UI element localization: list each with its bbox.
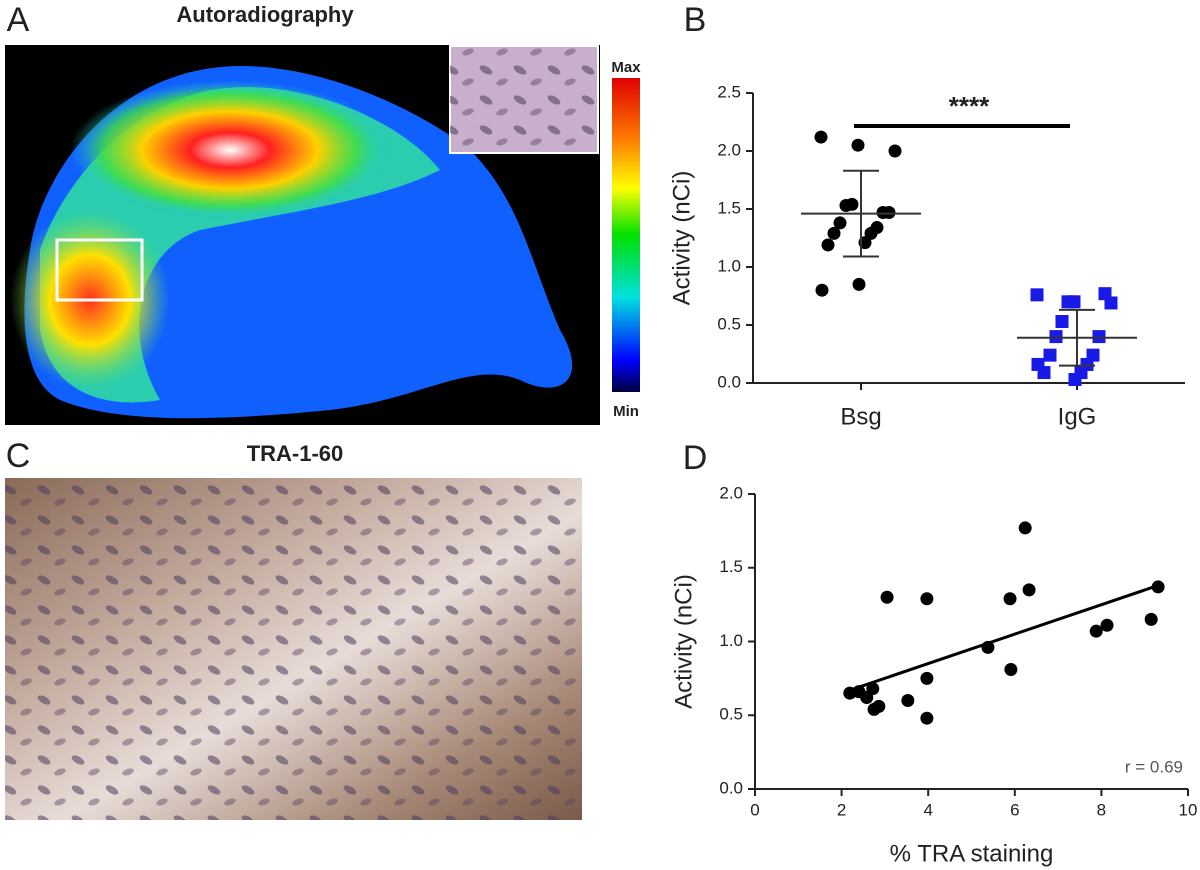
data-point xyxy=(1055,315,1069,329)
data-point xyxy=(1061,295,1075,309)
data-point xyxy=(1089,624,1103,638)
y-tick-label: 0.5 xyxy=(717,314,741,333)
data-point xyxy=(920,671,934,685)
data-point xyxy=(1100,618,1114,632)
data-point xyxy=(920,711,934,725)
y-tick-label: 2.0 xyxy=(717,140,741,159)
panel-title: Autoradiography xyxy=(176,2,354,27)
data-point xyxy=(888,144,902,158)
data-point xyxy=(920,592,934,606)
fit-line xyxy=(849,584,1159,692)
data-point xyxy=(827,226,841,240)
data-point xyxy=(1049,330,1063,344)
data-point xyxy=(839,199,853,213)
panel-label: C xyxy=(6,437,31,475)
data-point xyxy=(880,590,894,604)
data-point xyxy=(866,682,880,696)
data-point xyxy=(851,138,865,152)
y-tick-label: 0.5 xyxy=(719,705,743,724)
roi-box xyxy=(55,238,144,302)
data-point xyxy=(815,283,829,297)
y-tick-label: 1.5 xyxy=(717,198,741,217)
y-axis-label: Activity (nCi) xyxy=(670,574,697,709)
data-point xyxy=(821,238,835,252)
x-tick-label: 8 xyxy=(1097,800,1106,819)
data-point xyxy=(864,226,878,240)
y-axis-label: Activity (nCi) xyxy=(668,171,695,306)
colorbar-max: Max xyxy=(611,59,641,76)
data-point xyxy=(1018,521,1032,535)
data-point xyxy=(1098,287,1112,301)
data-point xyxy=(901,694,915,707)
colorbar-min: Min xyxy=(613,403,639,420)
y-tick-label: 1.0 xyxy=(719,631,743,650)
data-point xyxy=(1003,592,1017,606)
y-tick-label: 1.0 xyxy=(717,256,741,275)
y-tick-label: 2.5 xyxy=(717,82,741,101)
x-axis-label: % TRA staining xyxy=(890,840,1054,867)
y-tick-label: 1.5 xyxy=(719,557,743,576)
data-point xyxy=(814,130,828,144)
hot-spot xyxy=(70,80,390,220)
panel-label: D xyxy=(683,439,708,477)
data-point xyxy=(872,699,886,713)
data-point xyxy=(1068,373,1082,387)
correlation-label: r = 0.69 xyxy=(1125,757,1183,776)
significance-label: **** xyxy=(949,91,990,121)
y-tick-label: 0.0 xyxy=(719,778,743,797)
data-point xyxy=(876,205,890,219)
x-tick-label: 4 xyxy=(923,800,932,819)
y-tick-label: 2.0 xyxy=(719,483,743,502)
panel-title: TRA-1-60 xyxy=(247,441,344,466)
histology-inset xyxy=(450,46,598,153)
panel-label: A xyxy=(7,1,30,39)
data-point xyxy=(833,216,847,230)
x-tick-label: 0 xyxy=(750,800,759,819)
ihc-image xyxy=(5,478,582,820)
y-tick-label: 0.0 xyxy=(717,372,741,391)
x-tick-label: Bsg xyxy=(840,403,881,430)
x-tick-label: 10 xyxy=(1179,800,1198,819)
x-tick-label: 2 xyxy=(837,800,846,819)
x-tick-label: IgG xyxy=(1058,403,1097,430)
panel-label: B xyxy=(684,1,707,39)
data-point xyxy=(1043,348,1057,362)
data-point xyxy=(1144,612,1158,626)
data-point xyxy=(1030,288,1044,302)
colorbar xyxy=(612,78,640,392)
data-point xyxy=(852,277,866,291)
data-point xyxy=(1092,330,1106,344)
x-tick-label: 6 xyxy=(1010,800,1019,819)
data-point xyxy=(1031,357,1045,371)
data-point xyxy=(1022,583,1036,597)
data-point xyxy=(1004,663,1018,677)
